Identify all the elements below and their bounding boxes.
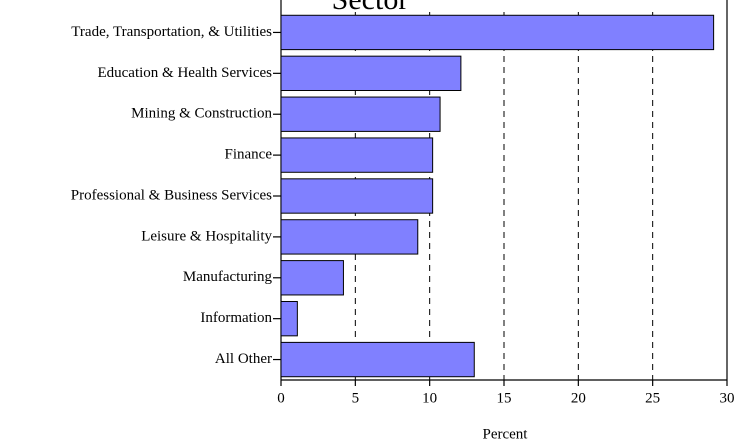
x-tick-label: 15: [497, 390, 512, 406]
y-tick-label: Manufacturing: [183, 269, 273, 285]
bar: [280, 219, 419, 255]
y-tick-label: Finance: [225, 147, 273, 163]
y-tick-label: Leisure & Hospitality: [141, 228, 272, 244]
y-tick-label: Information: [200, 310, 272, 326]
bar: [280, 260, 344, 296]
bar: [280, 14, 715, 51]
x-axis-label: Percent: [483, 426, 529, 442]
bar: [280, 300, 298, 337]
y-tick-label: Trade, Transportation, & Utilities: [71, 24, 272, 40]
y-tick-label: Education & Health Services: [97, 65, 272, 81]
y-tick-label: Professional & Business Services: [71, 187, 272, 203]
bar: [280, 178, 434, 214]
x-tick-label: 5: [352, 390, 360, 406]
x-tick-label: 30: [720, 390, 735, 406]
x-tick-label: 25: [645, 390, 660, 406]
x-tick-label: 10: [422, 390, 437, 406]
bar: [280, 137, 434, 173]
chart-title: Sector: [332, 0, 409, 16]
x-tick-label: 0: [277, 390, 285, 406]
bar: [280, 341, 475, 378]
y-tick-label: All Other: [215, 351, 272, 367]
y-tick-label: Mining & Construction: [131, 106, 272, 122]
bar: [280, 55, 462, 92]
bar: [280, 96, 441, 132]
x-tick-label: 20: [571, 390, 586, 406]
